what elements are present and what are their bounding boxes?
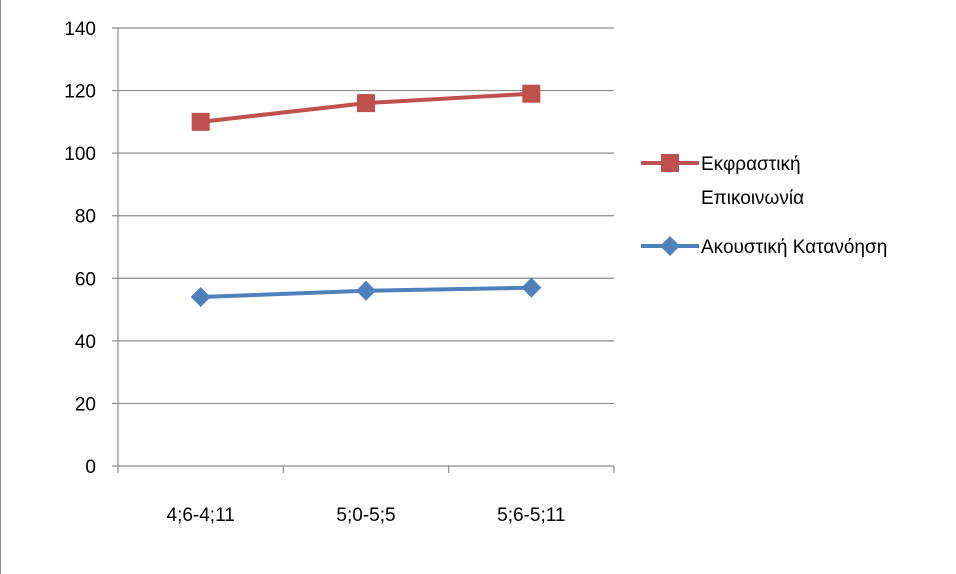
legend-marker <box>661 154 679 172</box>
y-tick-label: 120 <box>64 82 96 103</box>
x-tick-label: 5;6-5;11 <box>497 505 565 526</box>
diamond-data-point <box>356 280 376 301</box>
square-data-point <box>357 94 375 113</box>
series-1 <box>190 277 542 308</box>
y-tick-label: 140 <box>64 19 96 40</box>
series-0 <box>191 84 541 131</box>
x-tick-label: 4;6-4;11 <box>167 505 235 526</box>
legend-label: Επικοινωνία <box>701 188 804 209</box>
y-tick-label: 40 <box>75 332 96 353</box>
diamond-data-point <box>190 287 211 308</box>
legend-item-0: Εκφραστική Επικοινωνία <box>641 154 804 209</box>
x-tick-label: 5;0-5;5 <box>336 505 395 526</box>
gridlines <box>118 27 614 405</box>
y-tick-label: 20 <box>75 394 96 415</box>
legend-label: Ακουστική Κατανόηση <box>701 237 887 258</box>
axes: 0 20 40 60 80 100 120 140 4;6-4;11 5;0-5;5 5;6-5;1… <box>64 19 615 526</box>
legend-item-1: Ακουστική Κατανόηση <box>641 236 887 258</box>
square-data-point <box>522 84 541 103</box>
legend: Εκφραστική Επικοινωνία Ακουστική Κατανόηση <box>641 154 887 258</box>
y-tick-label: 60 <box>75 269 96 290</box>
series-layer <box>190 84 542 308</box>
legend-marker <box>660 236 680 256</box>
legend-label: Εκφραστική <box>701 154 801 175</box>
y-tick-label: 0 <box>85 457 96 478</box>
y-tick-label: 80 <box>75 207 96 228</box>
square-data-point <box>191 112 210 131</box>
diamond-data-point <box>521 277 542 298</box>
y-tick-label: 100 <box>64 144 96 165</box>
